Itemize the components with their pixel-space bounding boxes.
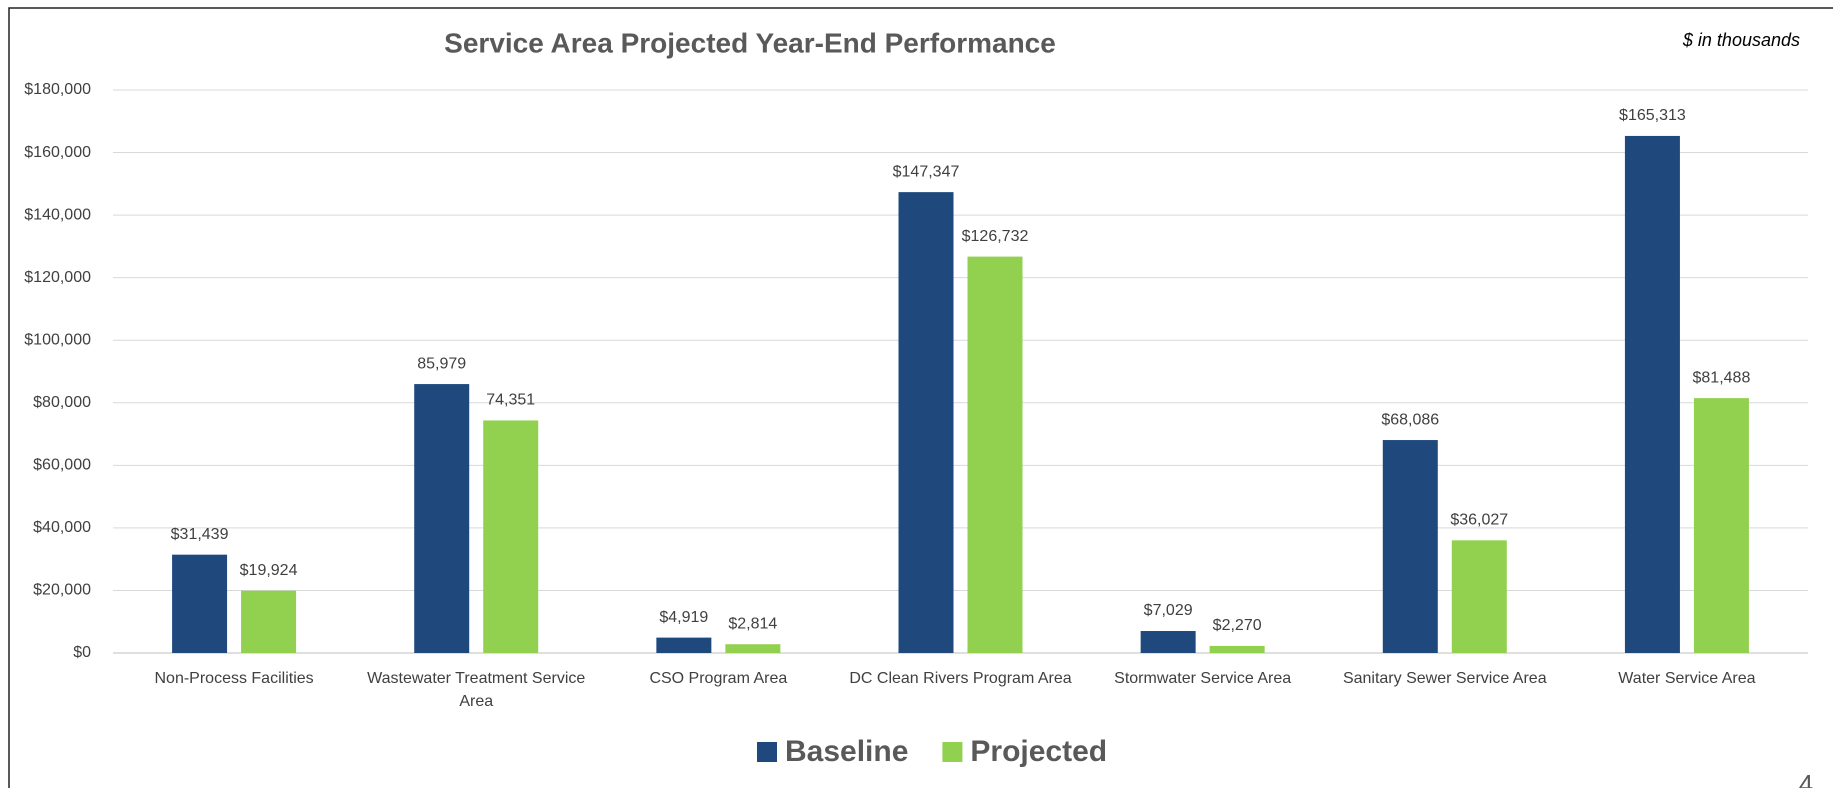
bar xyxy=(967,256,1023,653)
x-tick-label: Water Service Area xyxy=(1618,670,1756,687)
x-tick-label: Stormwater Service Area xyxy=(1114,670,1292,687)
x-tick-label: CSO Program Area xyxy=(649,670,788,687)
chart-title: Service Area Projected Year-End Performa… xyxy=(444,27,1056,58)
bar xyxy=(898,192,954,653)
bar xyxy=(1451,540,1507,653)
data-label: $126,732 xyxy=(962,228,1029,245)
legend-label: Baseline xyxy=(785,735,908,768)
data-label: $7,029 xyxy=(1144,602,1193,619)
y-tick-label: $100,000 xyxy=(24,331,91,348)
page-number: 4 xyxy=(1799,769,1813,788)
y-tick-label: $180,000 xyxy=(24,81,91,98)
subtitle: $ in thousands xyxy=(1682,30,1800,50)
bar xyxy=(1693,398,1749,653)
data-label: $36,027 xyxy=(1450,512,1508,529)
data-label: 74,351 xyxy=(486,392,535,409)
bar xyxy=(1209,645,1265,653)
y-tick-label: $80,000 xyxy=(33,394,91,411)
y-tick-label: $160,000 xyxy=(24,144,91,161)
bar xyxy=(414,384,470,653)
bar xyxy=(725,644,781,653)
bar xyxy=(483,420,539,653)
data-label: $2,814 xyxy=(728,615,777,632)
data-label: $19,924 xyxy=(240,562,298,579)
x-tick-label: Wastewater Treatment Service Area xyxy=(367,670,586,710)
bar xyxy=(656,637,712,653)
bar xyxy=(241,590,297,653)
bar xyxy=(1382,440,1438,653)
y-tick-label: $60,000 xyxy=(33,457,91,474)
legend-swatch xyxy=(757,742,777,762)
data-label: $165,313 xyxy=(1619,107,1686,124)
data-label: $81,488 xyxy=(1693,369,1751,386)
x-tick-label: Non-Process Facilities xyxy=(154,670,314,687)
frame xyxy=(8,7,1833,788)
x-tick-label: Sanitary Sewer Service Area xyxy=(1342,670,1547,687)
bar xyxy=(172,554,228,653)
bar xyxy=(1140,631,1196,653)
y-tick-label: $140,000 xyxy=(24,206,91,223)
legend-swatch xyxy=(942,742,963,762)
data-label: $147,347 xyxy=(893,163,960,180)
data-label: $4,919 xyxy=(659,609,708,626)
x-tick-label: DC Clean Rivers Program Area xyxy=(849,670,1072,687)
y-tick-label: $20,000 xyxy=(33,582,91,599)
legend-label: Projected xyxy=(970,735,1107,768)
y-tick-label: $0 xyxy=(73,644,91,661)
y-tick-label: $40,000 xyxy=(33,519,91,536)
data-label: $2,270 xyxy=(1213,617,1262,634)
y-tick-label: $120,000 xyxy=(24,269,91,286)
data-label: 85,979 xyxy=(417,355,466,372)
bar xyxy=(1624,135,1680,653)
data-label: $31,439 xyxy=(171,526,229,543)
data-label: $68,086 xyxy=(1381,411,1439,428)
